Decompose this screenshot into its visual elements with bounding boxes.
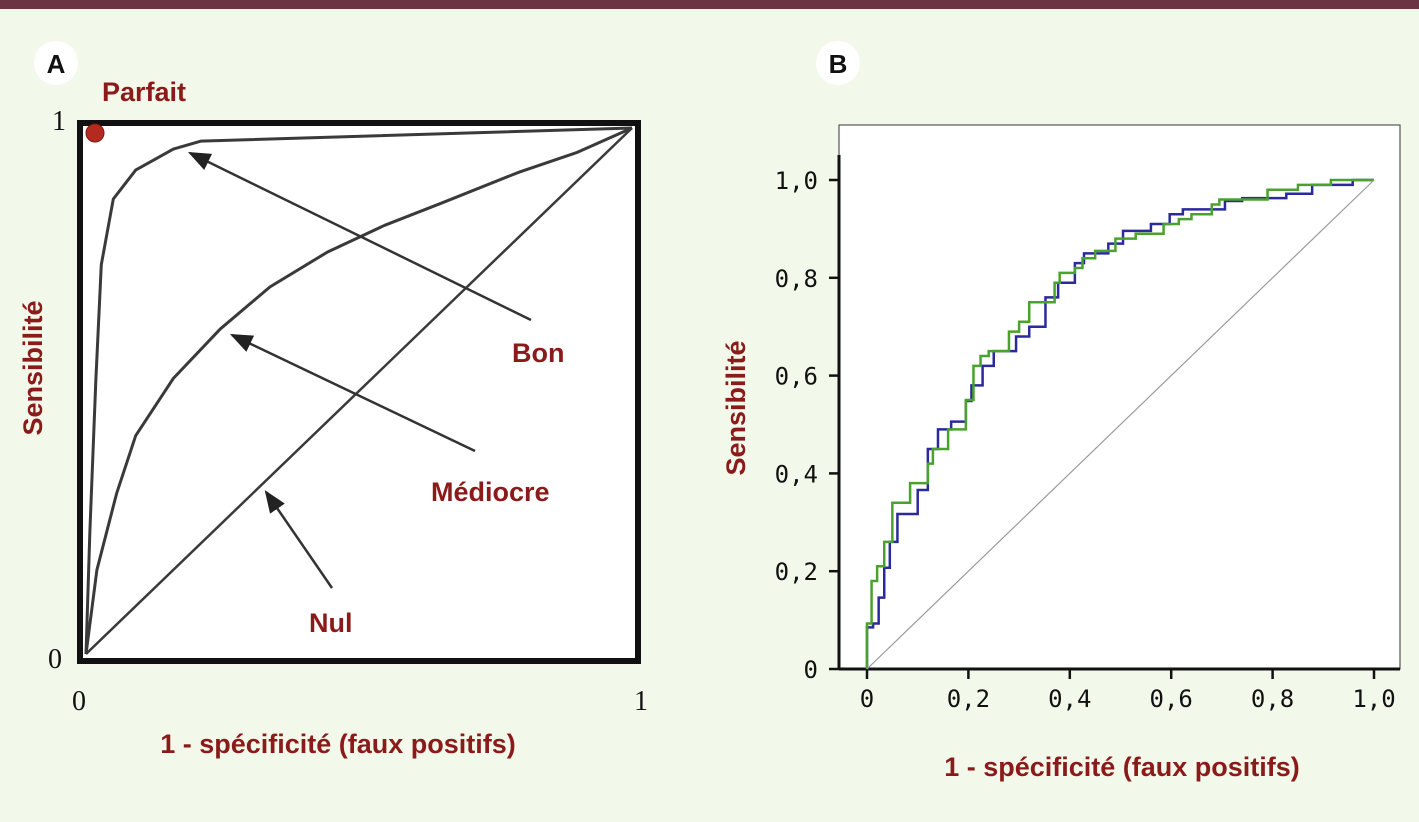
- panel-b-letter: B: [829, 49, 848, 79]
- b-ytick-label: 0,6: [775, 363, 818, 391]
- b-ytick-label: 0,8: [775, 265, 818, 293]
- label-nul: Nul: [309, 608, 353, 638]
- arrow-bon: [187, 151, 532, 322]
- b-xtick-label: 0,6: [1150, 685, 1193, 713]
- arrow-nul: [264, 490, 334, 589]
- curve-blue: [865, 178, 1374, 669]
- b-ytick-label: 0: [804, 656, 818, 684]
- b-xtick-label: 0,2: [947, 685, 990, 713]
- curve-bon: [84, 126, 633, 655]
- b-ytick-label: 0,4: [775, 460, 818, 488]
- arrow-mediocre: [229, 333, 476, 453]
- curve-nul: [85, 127, 633, 655]
- a-xtick-1: 1: [634, 686, 648, 717]
- b-ytick-label: 1,0: [775, 167, 818, 195]
- b-ytick-label: 0,2: [775, 558, 818, 586]
- top-bar: [0, 0, 1419, 9]
- perfect-point: [85, 123, 105, 143]
- curve-green: [865, 178, 1374, 669]
- label-parfait: Parfait: [102, 77, 186, 107]
- a-ylabel: Sensibilité: [18, 300, 48, 435]
- b-xlabel: 1 - spécificité (faux positifs): [944, 752, 1300, 782]
- a-xtick-0: 0: [72, 686, 86, 717]
- a-ytick-0: 0: [48, 644, 62, 675]
- b-xtick-label: 0: [860, 685, 874, 713]
- b-xtick-label: 0,4: [1048, 685, 1091, 713]
- curve-diagonal: [866, 179, 1375, 670]
- label-bon: Bon: [512, 338, 564, 368]
- panel-b-frame: [838, 124, 1401, 670]
- panel-b: B 0 0,2 0,4 0,6 0,8 1,0 0 0,2 0,4 0,6 0,8 1,0 1 - s…: [721, 41, 1401, 782]
- b-ylabel: Sensibilité: [721, 340, 751, 475]
- a-xlabel: 1 - spécificité (faux positifs): [160, 729, 516, 759]
- panel-a-badge: [34, 41, 78, 85]
- label-mediocre: Médiocre: [431, 477, 550, 507]
- b-xtick-label: 1,0: [1352, 685, 1395, 713]
- panel-a: A Parfait Bon Médiocre Nul 1 0 0 1 1 - s…: [18, 41, 648, 759]
- a-ytick-1: 1: [52, 106, 66, 137]
- panel-b-badge: [816, 41, 860, 85]
- panel-a-letter: A: [47, 49, 66, 79]
- b-xtick-label: 0,8: [1251, 685, 1294, 713]
- curve-mediocre: [84, 126, 633, 655]
